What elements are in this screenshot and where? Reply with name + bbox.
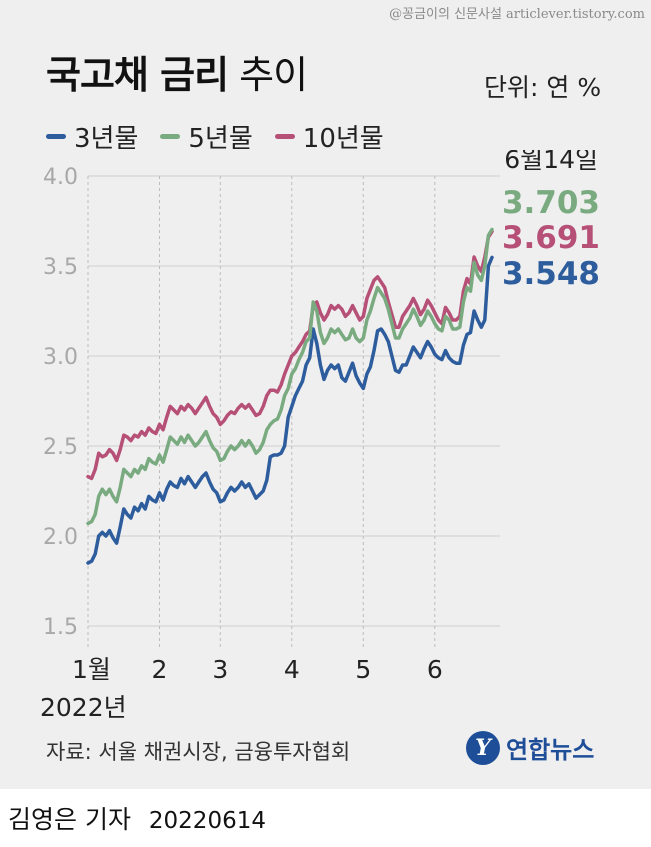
- y-tick-label: 3.5: [43, 255, 78, 280]
- x-tick-label: 3: [212, 655, 228, 684]
- legend-label-10yr: 10년물: [302, 124, 384, 154]
- yonhap-logo-icon: Y: [466, 730, 500, 765]
- series-line-1: [86, 227, 494, 526]
- y-tick-label: 2.0: [43, 525, 78, 550]
- chart-title-bold: 국고채 금리: [46, 53, 229, 97]
- x-tick-label: 1월: [72, 655, 111, 684]
- series-line-2: [86, 229, 494, 481]
- legend-label-3yr: 3년물: [74, 124, 139, 154]
- legend-item-3yr: 3년물: [46, 118, 138, 155]
- end-value-label: 3.548: [502, 256, 600, 292]
- byline-name: 김영은 기자: [8, 805, 131, 834]
- x-tick-label: 2: [152, 655, 168, 684]
- watermark: @꽁금이의 신문사설 articlever.tistory.com: [389, 7, 645, 22]
- x-tick-label: 5: [355, 655, 371, 684]
- legend-item-10yr: 10년물: [274, 118, 384, 155]
- y-tick-label: 2.5: [43, 435, 78, 460]
- yonhap-logo: Y 연합뉴스: [466, 730, 594, 765]
- chart-title-light: 추이: [239, 53, 308, 97]
- x-tick-label: 4: [284, 655, 300, 684]
- legend-swatch-10yr: [274, 134, 295, 139]
- y-tick-label: 3.0: [43, 345, 78, 370]
- end-value-label: 3.691: [502, 220, 600, 256]
- y-tick-label: 1.5: [43, 615, 78, 640]
- unit-label: 단위: 연 %: [484, 73, 602, 102]
- source-label: 자료: 서울 채권시장, 금융투자협회: [46, 740, 351, 764]
- y-tick-label: 4.0: [43, 165, 78, 190]
- line-chart: 1.5 2.0 2.5 3.0 3.5 4.0 1월 2 3 4 5 6 2022년 6월14일 3.703…: [40, 150, 600, 722]
- legend-label-5yr: 5년물: [188, 124, 253, 154]
- infographic-card: @꽁금이의 신문사설 articlever.tistory.com 국고채 금리…: [0, 0, 651, 789]
- byline: 김영은 기자 20220614: [8, 800, 266, 836]
- series-line-0: [86, 255, 494, 565]
- x-year-label: 2022년: [40, 693, 127, 722]
- legend-swatch-5yr: [160, 134, 181, 139]
- end-value-label: 3.703: [502, 185, 600, 221]
- end-date-label: 6월14일: [504, 150, 598, 174]
- legend-item-5yr: 5년물: [160, 118, 253, 155]
- chart-title: 국고채 금리 추이: [46, 44, 308, 99]
- x-tick-label: 6: [427, 655, 443, 684]
- legend: 3년물 5년물 10년물: [46, 118, 384, 155]
- yonhap-logo-text: 연합뉴스: [506, 736, 595, 764]
- legend-swatch-3yr: [46, 134, 66, 139]
- byline-date: 20220614: [148, 808, 266, 834]
